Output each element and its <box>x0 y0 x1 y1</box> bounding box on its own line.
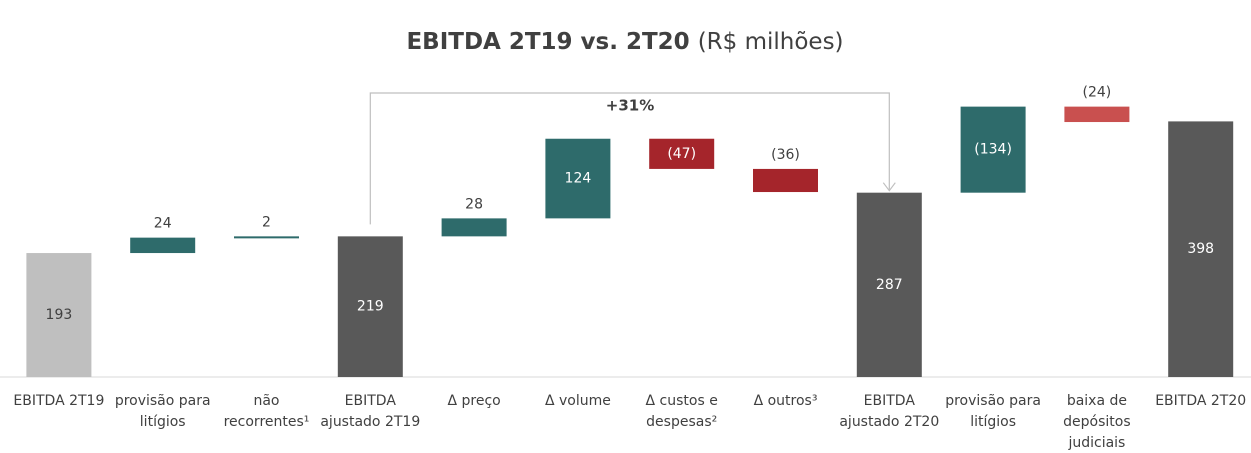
bar <box>1168 121 1234 377</box>
value-label: (47) <box>667 146 696 162</box>
x-tick-label: provisão para <box>115 393 211 409</box>
bar <box>545 138 611 219</box>
value-label: 24 <box>154 216 172 232</box>
bar <box>337 236 403 377</box>
x-tick-label: EBITDA 2T20 <box>1155 393 1246 409</box>
x-tick-label: ajustado 2T20 <box>839 414 939 430</box>
bar <box>753 168 818 193</box>
bar <box>960 106 1026 193</box>
x-tick-label: EBITDA 2T19 <box>13 393 104 409</box>
bar <box>26 253 92 377</box>
x-tick-label: provisão para <box>945 393 1041 409</box>
x-tick-label: EBITDA <box>864 393 916 409</box>
x-tick-label: litígios <box>140 414 186 430</box>
value-label: (134) <box>974 142 1012 158</box>
value-label: 193 <box>46 307 73 323</box>
bar <box>234 236 299 239</box>
value-label: 398 <box>1187 241 1214 257</box>
x-tick-label: EBITDA <box>345 393 397 409</box>
x-tick-label: Δ custos e <box>646 393 718 409</box>
bar <box>1064 106 1130 123</box>
chart-title-group: EBITDA 2T19 vs. 2T20 (R$ milhões) <box>406 29 843 55</box>
chart-subtitle: (R$ milhões) <box>698 29 844 55</box>
value-label: 2 <box>262 214 271 230</box>
annotation: +31% <box>606 97 654 115</box>
x-tick-label: Δ volume <box>545 393 611 409</box>
x-tick-label: depósitos <box>1063 414 1130 430</box>
value-label: 287 <box>876 277 903 293</box>
chart-title: EBITDA 2T19 vs. 2T20 <box>406 29 689 55</box>
x-tick-label: litígios <box>970 414 1016 430</box>
bar <box>130 237 196 254</box>
bar <box>649 138 715 169</box>
value-label: (24) <box>1083 85 1112 101</box>
value-label: 219 <box>357 299 384 315</box>
x-tick-label: judiciais <box>1067 435 1125 451</box>
bar <box>856 192 922 377</box>
x-tick-label: não <box>253 393 279 409</box>
x-tick-label: despesas² <box>646 414 717 430</box>
bracket-arrow <box>882 182 896 192</box>
value-label: 28 <box>465 196 483 212</box>
x-tick-label: Δ preço <box>447 393 500 409</box>
value-label: (36) <box>771 147 800 163</box>
bar <box>441 218 507 237</box>
bracket <box>369 92 890 225</box>
value-label: 124 <box>565 171 592 187</box>
x-tick-label: ajustado 2T19 <box>320 414 420 430</box>
x-tick-label: baixa de <box>1067 393 1127 409</box>
x-tick-label: Δ outros³ <box>754 393 818 409</box>
x-tick-label: recorrentes¹ <box>224 414 310 430</box>
